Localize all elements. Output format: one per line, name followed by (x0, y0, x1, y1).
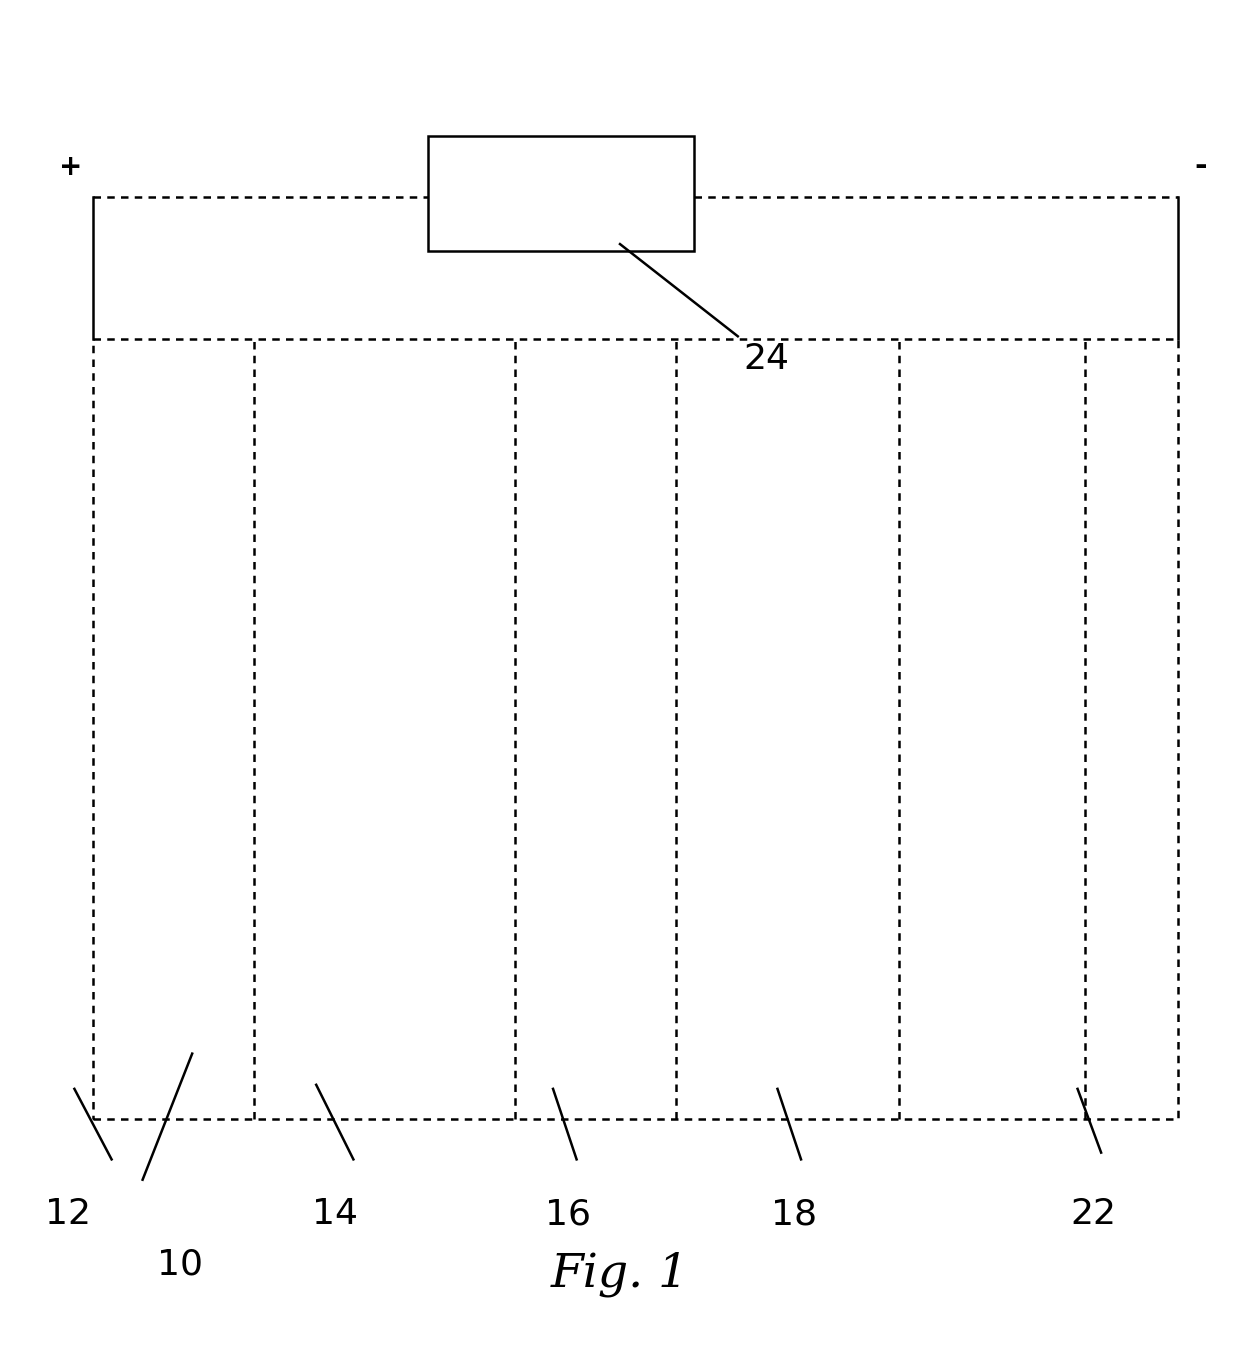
Text: 12: 12 (45, 1197, 92, 1231)
Text: 22: 22 (1070, 1197, 1117, 1231)
Text: 24: 24 (743, 342, 790, 377)
Text: 10: 10 (156, 1248, 203, 1281)
Bar (93, 339, 1178, 1119)
Text: Fig. 1: Fig. 1 (551, 1252, 689, 1298)
Text: +: + (60, 153, 82, 180)
Bar (428, 136, 694, 251)
Text: -: - (1194, 152, 1207, 182)
Text: 18: 18 (770, 1197, 817, 1231)
Text: 16: 16 (544, 1197, 591, 1231)
Text: 14: 14 (311, 1197, 358, 1231)
